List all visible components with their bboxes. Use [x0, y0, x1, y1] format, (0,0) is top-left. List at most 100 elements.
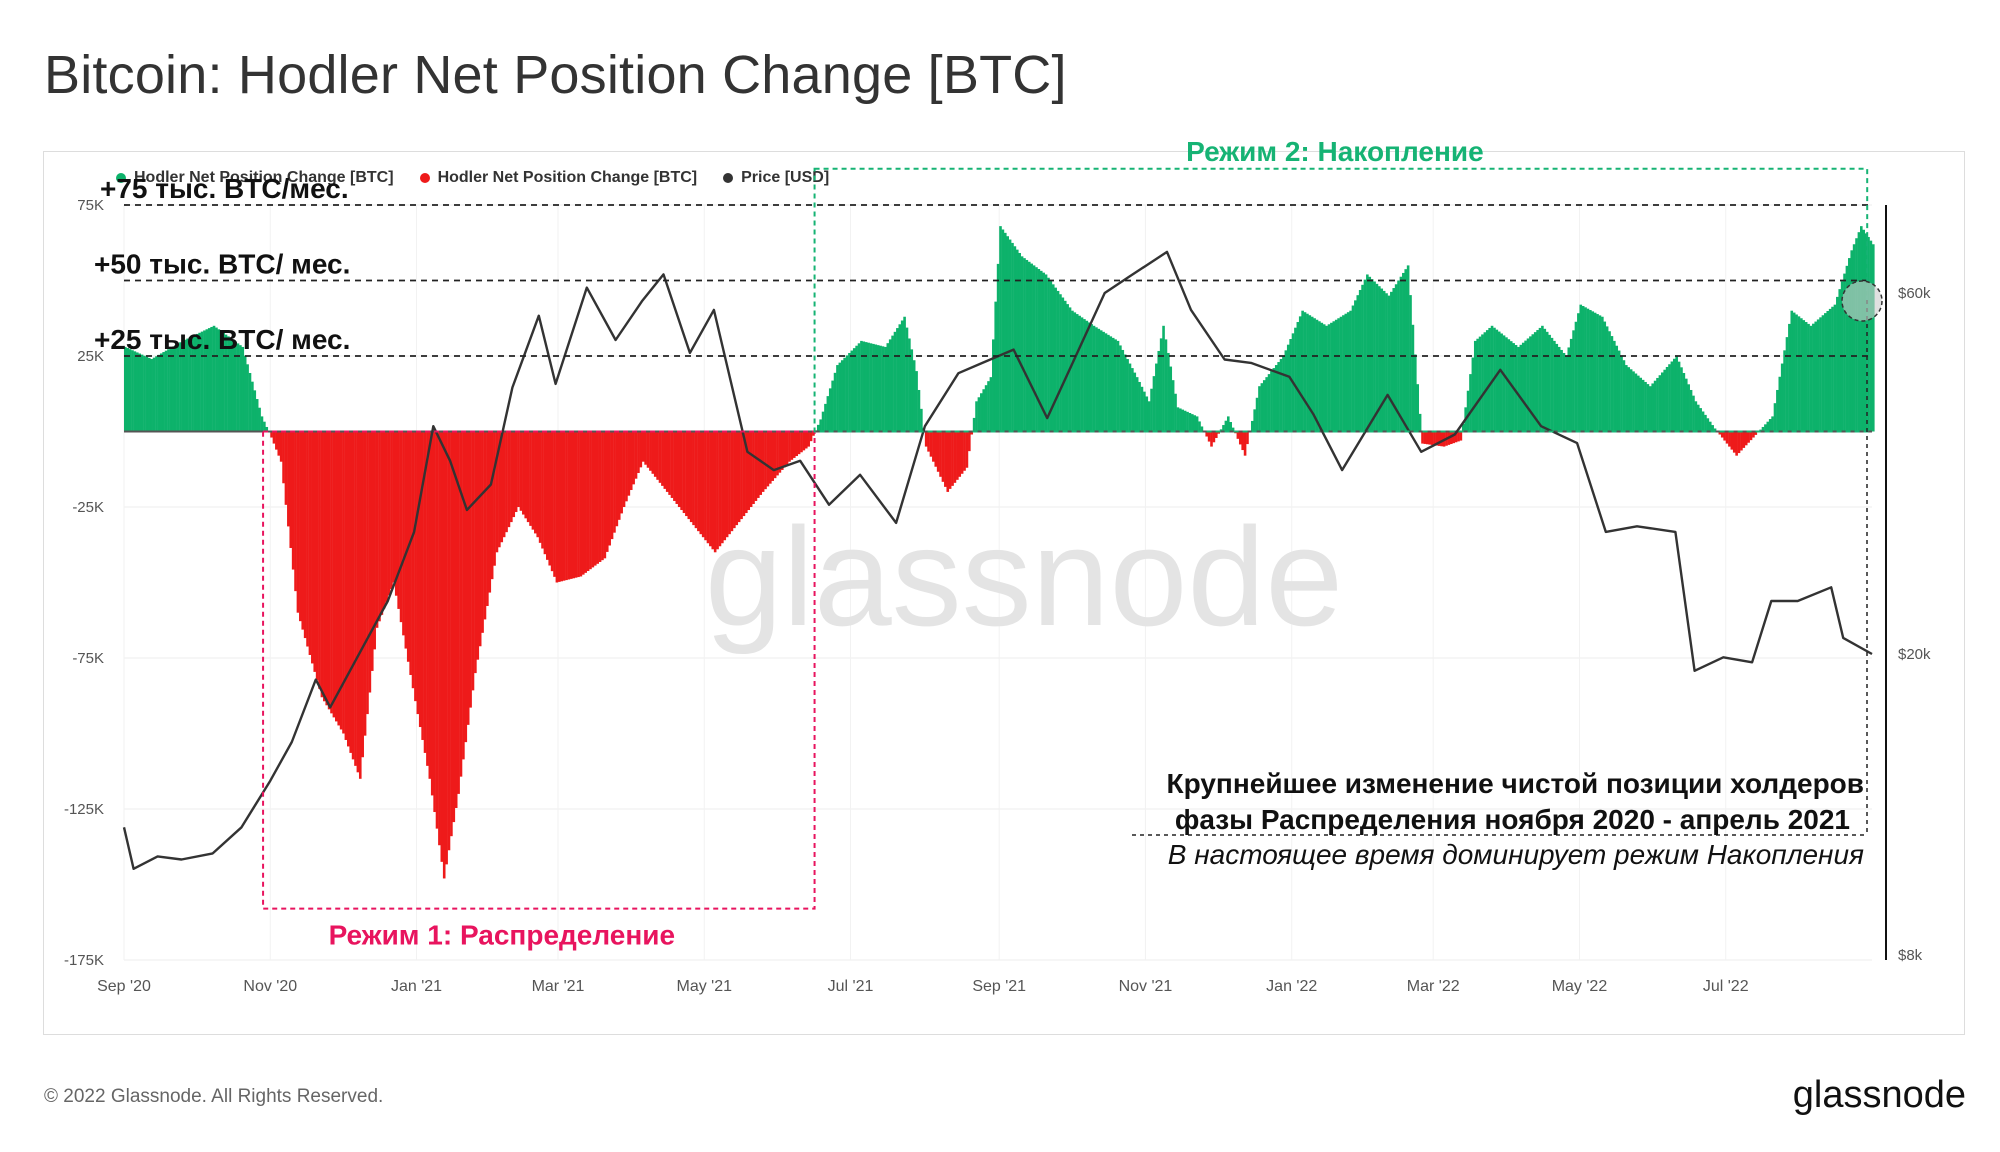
regime-label: Режим 2: Накопление	[1186, 136, 1484, 167]
net-position-bar	[236, 343, 240, 432]
net-position-bar	[1176, 407, 1180, 432]
net-position-bar	[462, 431, 465, 760]
net-position-bar	[138, 353, 141, 432]
net-position-bar	[1260, 383, 1264, 432]
net-position-bar	[1059, 294, 1062, 432]
net-position-bar	[1188, 413, 1192, 432]
net-position-bar	[555, 431, 559, 583]
net-position-bar	[502, 431, 506, 538]
net-position-bar	[498, 431, 501, 548]
legend-item-net-negative[interactable]: Hodler Net Position Change [BTC]	[419, 169, 697, 187]
net-position-bar	[452, 431, 456, 823]
net-position-bar	[802, 431, 806, 451]
net-position-bar	[1087, 322, 1091, 432]
net-position-bar	[1399, 276, 1403, 432]
net-position-bar	[1617, 350, 1621, 432]
net-position-bar	[1747, 431, 1750, 443]
x-tick-label: Sep '21	[972, 978, 1026, 995]
net-position-bar	[1814, 321, 1818, 432]
net-position-bar	[1701, 411, 1705, 432]
net-position-bar	[342, 431, 345, 734]
net-position-bar	[291, 431, 295, 570]
net-position-bar	[932, 431, 935, 462]
net-position-bar	[908, 338, 911, 432]
net-position-bar	[1404, 269, 1408, 432]
net-position-bar	[1229, 422, 1232, 432]
net-position-bar	[1378, 286, 1381, 432]
net-position-bar	[1318, 321, 1321, 432]
net-position-bar	[1334, 319, 1338, 432]
net-position-bar	[716, 431, 719, 550]
net-position-bar	[836, 365, 839, 432]
legend-item-net-positive[interactable]: Hodler Net Position Change [BTC]	[116, 169, 394, 187]
net-position-bar	[176, 343, 180, 432]
net-position-bar	[1382, 290, 1386, 432]
net-position-bar	[617, 431, 621, 520]
net-position-bar	[200, 331, 204, 432]
net-position-bar	[301, 431, 305, 630]
net-position-bar	[1217, 431, 1220, 434]
net-position-bar	[1320, 322, 1324, 432]
net-position-bar	[1732, 431, 1736, 453]
net-position-bar	[466, 431, 470, 725]
net-position-bar	[1385, 293, 1388, 432]
net-position-bar	[1565, 356, 1568, 432]
regime-box	[262, 430, 816, 910]
net-position-bar	[898, 324, 902, 432]
net-position-bar	[1706, 418, 1710, 432]
net-position-bar	[1111, 337, 1115, 432]
net-position-bar	[370, 431, 374, 671]
net-position-bar	[1694, 401, 1698, 432]
net-position-bar	[308, 431, 312, 655]
net-position-bar	[1541, 325, 1544, 432]
net-position-bar	[1337, 318, 1340, 432]
net-position-bar	[1507, 339, 1511, 432]
net-position-bar	[982, 389, 986, 432]
net-position-bar	[174, 345, 177, 432]
net-position-bar	[159, 353, 163, 432]
net-position-bar	[1102, 331, 1105, 432]
net-position-bar	[869, 343, 873, 432]
net-position-bar	[1402, 272, 1405, 432]
net-position-bar	[963, 431, 966, 471]
legend-item-price[interactable]: Price [USD]	[723, 169, 829, 187]
net-position-bar	[567, 431, 571, 580]
net-position-bar	[1250, 420, 1254, 432]
net-position-bar	[1637, 375, 1640, 432]
y2-tick-label: $60k	[1898, 285, 1931, 302]
net-position-bar	[128, 349, 132, 432]
net-position-bar	[1147, 401, 1151, 432]
net-position-bar	[641, 431, 645, 462]
net-position-bar	[1044, 274, 1048, 432]
net-position-bar	[1572, 330, 1575, 432]
net-position-bar	[1591, 311, 1595, 432]
net-position-bar	[968, 431, 971, 452]
net-position-bar	[1584, 307, 1587, 432]
net-position-bar	[984, 385, 988, 432]
net-position-bar	[131, 350, 134, 432]
net-position-bar	[1430, 431, 1434, 445]
net-position-bar	[1461, 423, 1465, 432]
net-position-bar	[1099, 330, 1103, 432]
net-position-bar	[275, 431, 278, 450]
x-tick-label: Mar '22	[1407, 978, 1460, 995]
net-position-bar	[689, 431, 693, 523]
net-position-bar	[1622, 360, 1626, 432]
net-position-bar	[524, 431, 528, 519]
net-position-bar	[1051, 284, 1055, 432]
net-position-bar	[941, 431, 945, 482]
net-position-bar	[318, 431, 321, 689]
net-position-bar	[980, 393, 983, 432]
net-position-bar	[965, 431, 969, 468]
net-position-bar	[1397, 280, 1400, 432]
net-position-bar	[1545, 331, 1549, 432]
net-position-bar	[977, 397, 981, 432]
net-position-bar	[1109, 336, 1113, 432]
net-position-bar	[920, 408, 923, 432]
net-position-bar	[812, 431, 815, 436]
net-position-bar	[1274, 365, 1278, 432]
net-position-bar	[203, 330, 206, 432]
net-position-bar	[1063, 300, 1067, 432]
net-position-bar	[1790, 310, 1794, 432]
